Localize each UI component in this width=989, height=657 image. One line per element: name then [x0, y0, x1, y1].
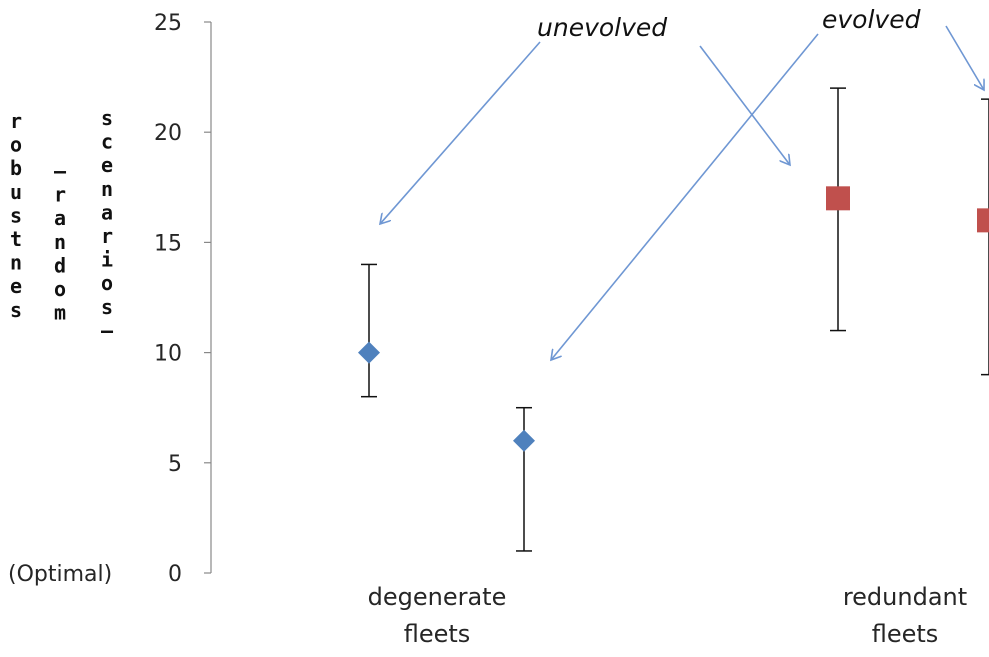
data-markers [358, 186, 989, 452]
data-point-square [977, 208, 989, 233]
y-tick-label: 10 [154, 342, 182, 367]
y-tick-label: 20 [154, 121, 182, 146]
y-axis-label: r o b u s t n e s — r a n d o m s c e n a r i o s — [10, 106, 114, 342]
error-bars [361, 87, 989, 552]
category-label: fleets [872, 620, 939, 648]
category-label: fleets [404, 620, 471, 648]
y-tick-label: 25 [154, 11, 182, 36]
y-axis-ticks: 0 5 10 15 20 25 [154, 11, 211, 587]
annotation-arrows [380, 25, 984, 360]
y-tick-label: 15 [154, 231, 182, 256]
category-label: degenerate [368, 583, 507, 611]
annotation-arrow [551, 33, 819, 360]
category-labels: degenerate fleets redundant fleets [368, 583, 968, 648]
data-point-diamond [358, 341, 380, 364]
y-axis-zero-note: (Optimal) [8, 562, 112, 587]
y-tick-label: 0 [168, 562, 182, 587]
y-axis-label-column: s c e n a r i o s — [101, 106, 114, 342]
category-label: redundant [843, 583, 967, 611]
annotation-arrow [945, 25, 984, 90]
annotation-unevolved: unevolved [537, 13, 667, 42]
annotation-arrow [380, 41, 541, 224]
y-axis-label-column: — r a n d o m [54, 159, 67, 325]
y-tick-label: 5 [168, 452, 182, 477]
data-point-square [826, 186, 850, 211]
annotation-evolved: evolved [822, 5, 921, 34]
annotation-arrow [699, 45, 790, 165]
data-point-diamond [513, 429, 535, 452]
